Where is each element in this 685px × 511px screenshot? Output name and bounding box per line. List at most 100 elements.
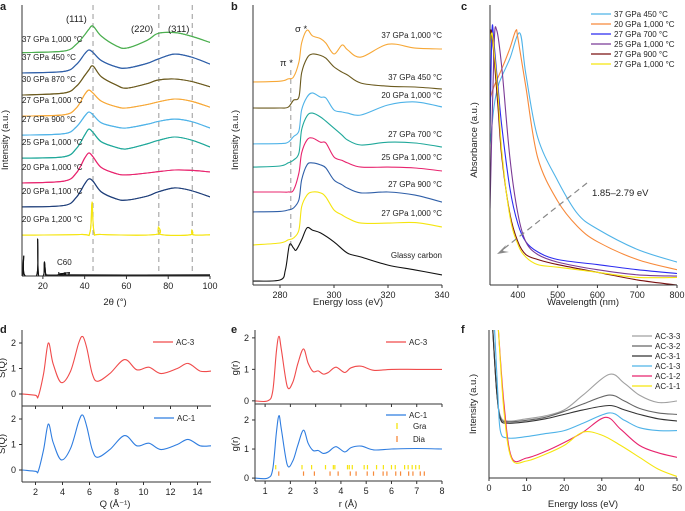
legend-label: 37 GPa 450 °C: [614, 10, 668, 19]
x-tick-label: 60: [121, 281, 131, 291]
panel-e-plot: [255, 335, 442, 403]
curve-label: 27 GPa 700 °C: [388, 130, 442, 139]
curve-label: 37 GPa 1,000 °C: [381, 31, 442, 40]
panel-label: d: [0, 324, 7, 336]
x-tick-label: 6: [87, 487, 92, 497]
x-tick-label: 700: [630, 290, 645, 300]
series-line-27-gpa-1-000-c: [490, 32, 677, 279]
y-tick-label: 0: [11, 389, 16, 399]
x-tick-label: 12: [165, 487, 175, 497]
y-axis-label: Intensity (a.u.): [230, 110, 241, 170]
y-axis-label: g(r): [230, 361, 241, 376]
legend-label: AC-3-2: [655, 342, 681, 351]
curve-label: 27 GPa 1,000 °C: [22, 96, 83, 105]
panel-a-plot: [22, 25, 210, 276]
series-line-ac-3: [22, 335, 211, 399]
panel-label: b: [231, 1, 238, 13]
legend-label: AC-1: [177, 414, 196, 423]
y-tick-label: 1: [244, 364, 249, 374]
panel-a-plot: [22, 25, 210, 276]
curve-label: 25 GPa 1,000 °C: [381, 153, 442, 162]
series-line-27-gpa-1-000-c: [22, 89, 210, 117]
y-tick-label: 1: [244, 444, 249, 454]
x-tick-label: 14: [192, 487, 202, 497]
panel-b-plot: [253, 29, 442, 282]
series-line-27-gpa-1-000-c: [253, 191, 442, 246]
x-tick-label: 600: [590, 290, 605, 300]
y-tick-label: 0: [244, 473, 249, 483]
series-line-ac-1-2: [497, 329, 677, 463]
series-line-ac-1-1: [497, 329, 677, 478]
x-tick-label: 340: [434, 290, 449, 300]
peak-label-111: (111): [66, 14, 87, 25]
series-line-ac-3-1: [492, 329, 677, 424]
series-line-ac-1: [22, 414, 211, 474]
curve-label: 37 GPa 450 °C: [388, 73, 442, 82]
series-line-37-gpa-1-000-c: [22, 25, 210, 54]
curve-label: Glassy carbon: [391, 251, 442, 260]
series-line-20-gpa-1-200-c: [22, 201, 210, 237]
curve-label: 20 GPa 1,000 °C: [381, 91, 442, 100]
x-tick-label: 500: [550, 290, 565, 300]
panel-label: c: [461, 1, 467, 13]
x-tick-label: 320: [380, 290, 395, 300]
y-tick-label: 1: [11, 440, 16, 450]
arrow-head-icon: [497, 245, 509, 254]
legend-label: AC-1-1: [655, 382, 681, 391]
curve-label: 25 GPa 1,000 °C: [22, 138, 83, 147]
legend-label: AC-3-3: [655, 332, 681, 341]
x-tick-label: 1: [263, 486, 268, 496]
curve-label: 20 GPa 1,200 °C: [22, 215, 83, 224]
y-tick-label: 2: [244, 415, 249, 425]
x-tick-label: 300: [326, 290, 341, 300]
x-tick-label: 20: [559, 483, 569, 493]
legend-label: 25 GPa 1,000 °C: [614, 40, 675, 49]
x-tick-label: 8: [114, 487, 119, 497]
x-axis-label: Energy loss (eV): [313, 297, 383, 308]
peak-label-220: (220): [131, 24, 153, 35]
x-axis-label: Q (Å⁻¹): [100, 499, 131, 510]
bandgap-annotation: 1.85–2.79 eV: [592, 188, 649, 199]
y-tick-label: 2: [11, 338, 16, 348]
series-line-ac-1-3: [494, 329, 677, 439]
x-tick-label: 40: [80, 281, 90, 291]
y-tick-label: 1: [11, 364, 16, 374]
series-line-27-gpa-700-c: [490, 24, 677, 275]
x-tick-label: 400: [510, 290, 525, 300]
x-tick-label: 6: [389, 486, 394, 496]
panel-c-plot: [490, 24, 677, 285]
series-line-27-gpa-700-c: [253, 112, 442, 168]
curve-label: 30 GPa 870 °C: [22, 75, 76, 84]
x-tick-label: 2: [288, 486, 293, 496]
x-axis-label: r (Å): [339, 499, 357, 510]
x-tick-label: 7: [414, 486, 419, 496]
legend-label: AC-1: [409, 411, 428, 420]
panel-label: f: [461, 324, 465, 336]
legend-label: 27 GPa 900 °C: [614, 50, 668, 59]
c60-label: C60: [57, 258, 72, 267]
y-axis-label: Intensity (a.u.): [468, 374, 479, 434]
y-axis-label: Intensity (a.u.): [0, 110, 11, 170]
x-axis-label: Energy loss (eV): [548, 499, 618, 510]
series-line-20-gpa-1-000-c: [253, 92, 442, 145]
curve-label: 20 GPa 1,100 °C: [22, 187, 83, 196]
y-tick-label: 2: [11, 414, 16, 424]
panel-d-plot: [22, 414, 211, 474]
y-tick-label: 2: [244, 333, 249, 343]
x-tick-label: 100: [202, 281, 217, 291]
legend-label: AC-3: [409, 338, 428, 347]
curve-label: 20 GPa 1,000 °C: [22, 163, 83, 172]
x-axis-label: 2θ (°): [103, 297, 126, 308]
y-tick-label: 0: [11, 465, 16, 475]
arrow-line: [500, 182, 588, 252]
series-line-37-gpa-1-000-c: [253, 29, 442, 83]
legend-label: Gra: [413, 422, 427, 431]
panel-d-plot: [22, 335, 211, 399]
curve-label: 27 GPa 900 °C: [22, 115, 76, 124]
x-tick-label: 8: [439, 486, 444, 496]
x-tick-label: 4: [338, 486, 343, 496]
legend-label: 20 GPa 1,000 °C: [614, 20, 675, 29]
x-tick-label: 4: [60, 487, 65, 497]
series-line-c60: [22, 238, 210, 276]
x-tick-label: 20: [38, 281, 48, 291]
